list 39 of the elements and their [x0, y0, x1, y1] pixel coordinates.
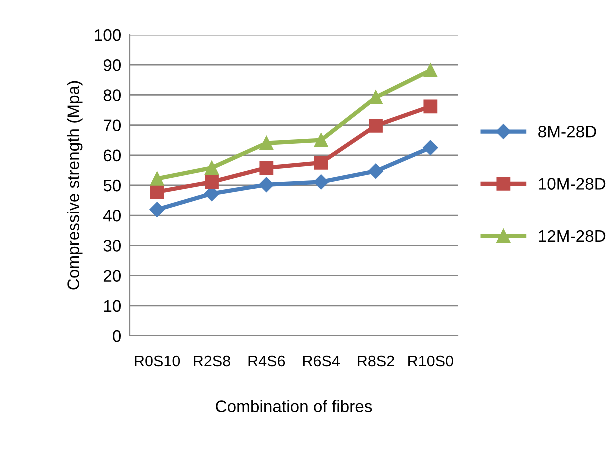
point	[314, 174, 329, 190]
y-tick-label: 70	[104, 120, 122, 132]
y-tick-label: 80	[104, 90, 122, 102]
point	[150, 202, 165, 218]
x-tick-label: R10S0	[408, 356, 454, 367]
point	[150, 172, 164, 186]
point	[369, 118, 383, 133]
y-tick-label: 60	[104, 150, 122, 162]
y-axis-title: Compressive strength (Mpa)	[67, 81, 83, 290]
point	[314, 156, 328, 170]
x-tick-label: R4S6	[248, 356, 286, 367]
point	[368, 164, 384, 179]
legend-label: 10M-28D	[539, 178, 606, 190]
point	[150, 185, 164, 200]
x-tick-label: R6S4	[303, 356, 340, 367]
y-tick-label: 30	[104, 240, 122, 252]
y-tick-label: 100	[95, 29, 122, 42]
y-tick-label: 40	[104, 210, 122, 222]
y-tick-label: 20	[104, 270, 122, 282]
point	[424, 100, 438, 114]
x-axis-title: Combination of fibres	[216, 400, 372, 412]
point	[423, 140, 438, 156]
point	[259, 177, 274, 192]
legend-label: 12M-28D	[539, 230, 606, 242]
y-tick-label: 90	[104, 60, 122, 72]
legend-label: 8M-28D	[538, 126, 596, 138]
point	[205, 161, 219, 175]
point	[424, 64, 438, 78]
point	[314, 133, 328, 148]
point	[205, 175, 219, 190]
x-tick-label: R8S2	[358, 356, 394, 367]
point	[260, 136, 274, 150]
y-tick-label: 0	[113, 330, 122, 342]
x-tick-label: R2S8	[194, 356, 230, 367]
y-tick-label: 10	[104, 300, 122, 312]
point	[260, 161, 274, 175]
y-tick-label: 50	[104, 180, 122, 192]
x-tick-label: R0S10	[135, 356, 180, 367]
point	[369, 90, 383, 105]
